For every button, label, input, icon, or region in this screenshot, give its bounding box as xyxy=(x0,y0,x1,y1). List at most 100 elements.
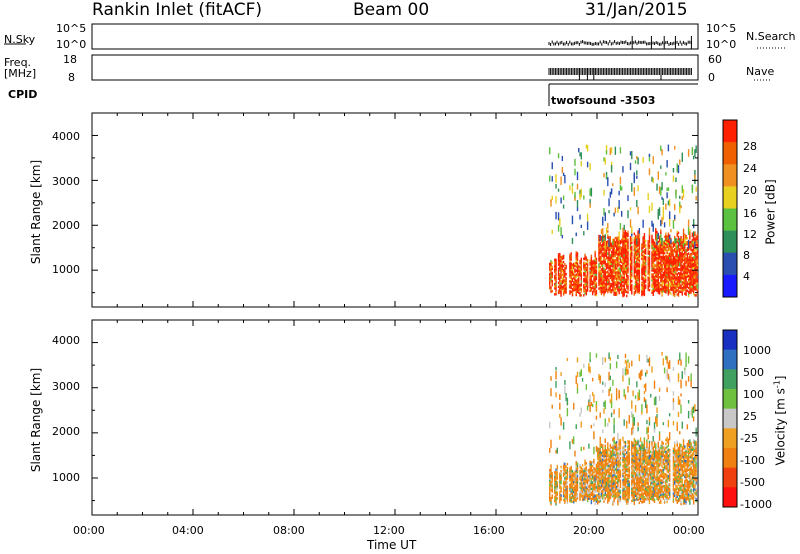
echo-cell xyxy=(593,489,595,492)
echo-cell xyxy=(623,231,625,234)
echo-cell xyxy=(647,489,649,493)
echo-cell xyxy=(652,269,654,272)
echo-cell xyxy=(618,467,620,470)
echo-cell xyxy=(623,485,625,489)
echo-cell xyxy=(647,242,649,245)
echo-cell xyxy=(691,262,694,266)
echo-cell xyxy=(559,252,561,256)
echo-cell xyxy=(672,269,675,272)
echo-cell xyxy=(586,475,589,478)
echo-cell xyxy=(624,235,627,239)
echo-cell xyxy=(622,478,624,482)
echo-cell xyxy=(626,260,628,263)
echo-cell xyxy=(648,475,651,478)
echo-cell xyxy=(689,287,691,291)
echo-cell xyxy=(665,289,667,292)
echo-cell xyxy=(653,255,656,258)
echo-cell xyxy=(576,492,579,496)
echo-cell xyxy=(579,273,581,277)
echo-cell xyxy=(653,253,656,256)
echo-cell xyxy=(651,461,653,465)
echo-cell xyxy=(677,253,680,257)
echo-cell xyxy=(583,294,585,297)
echo-cell xyxy=(609,464,612,467)
echo-cell xyxy=(600,235,603,239)
echo-cell xyxy=(652,275,654,278)
echo-cell xyxy=(666,453,668,457)
echo-cell xyxy=(602,488,604,492)
echo-cell xyxy=(555,476,557,480)
echo-cell xyxy=(648,282,651,286)
echo-cell xyxy=(590,487,593,491)
echo-cell xyxy=(618,463,620,466)
echo-cell xyxy=(565,264,567,268)
echo-cell xyxy=(639,475,642,478)
echo-cell xyxy=(607,422,609,427)
echo-cell xyxy=(666,289,668,293)
echo-cell xyxy=(672,263,675,266)
echo-cell xyxy=(647,286,649,290)
echo-cell xyxy=(560,488,562,491)
echo-cell xyxy=(603,471,605,475)
echo-cell xyxy=(590,276,593,280)
echo-cell xyxy=(550,464,552,467)
echo-cell xyxy=(665,456,667,460)
echo-cell xyxy=(555,498,557,502)
echo-cell xyxy=(579,284,581,287)
echo-cell xyxy=(586,213,589,222)
echo-cell xyxy=(641,478,643,482)
echo-cell xyxy=(682,232,685,236)
echo-cell xyxy=(593,275,595,279)
echo-cell xyxy=(566,471,569,474)
echo-cell xyxy=(627,277,629,280)
echo-cell xyxy=(622,258,624,261)
echo-cell xyxy=(631,463,633,466)
echo-cell xyxy=(656,234,658,242)
echo-cell xyxy=(665,240,667,244)
echo-cell xyxy=(656,471,658,474)
echo-cell xyxy=(666,486,668,489)
echo-cell xyxy=(668,291,671,294)
echo-cell xyxy=(580,188,582,198)
echo-cell xyxy=(660,275,662,279)
echo-cell xyxy=(585,462,588,465)
echo-cell xyxy=(550,466,552,470)
echo-cell xyxy=(605,493,608,497)
echo-cell xyxy=(570,256,572,259)
echo-cell xyxy=(646,427,648,435)
echo-cell xyxy=(613,279,615,282)
echo-cell xyxy=(644,286,647,289)
echo-cell xyxy=(643,445,646,448)
echo-cell xyxy=(589,466,591,470)
echo-cell xyxy=(578,275,580,278)
echo-cell xyxy=(589,203,591,208)
echo-cell xyxy=(624,240,627,243)
echo-cell xyxy=(691,242,694,246)
echo-cell xyxy=(603,463,605,467)
echo-cell xyxy=(657,443,659,447)
echo-cell xyxy=(598,466,600,469)
echo-cell xyxy=(581,470,584,473)
echo-cell xyxy=(613,260,615,264)
echo-cell xyxy=(665,244,667,248)
echo-cell xyxy=(692,224,695,229)
echo-cell xyxy=(656,417,658,427)
echo-cell xyxy=(602,429,604,434)
echo-cell xyxy=(609,449,612,453)
echo-cell xyxy=(642,156,644,163)
echo-cell xyxy=(569,263,571,267)
echo-cell xyxy=(584,265,586,269)
echo-cell xyxy=(595,465,598,469)
echo-cell xyxy=(627,246,629,250)
echo-cell xyxy=(679,284,681,287)
echo-cell xyxy=(557,257,560,260)
echo-cell xyxy=(598,275,600,278)
echo-cell xyxy=(584,290,586,293)
echo-cell xyxy=(639,473,642,476)
echo-cell xyxy=(668,235,671,240)
echo-cell xyxy=(583,469,585,473)
echo-cell xyxy=(607,230,609,233)
echo-cell xyxy=(642,244,644,247)
echo-cell xyxy=(619,440,622,444)
echo-cell xyxy=(629,276,632,280)
